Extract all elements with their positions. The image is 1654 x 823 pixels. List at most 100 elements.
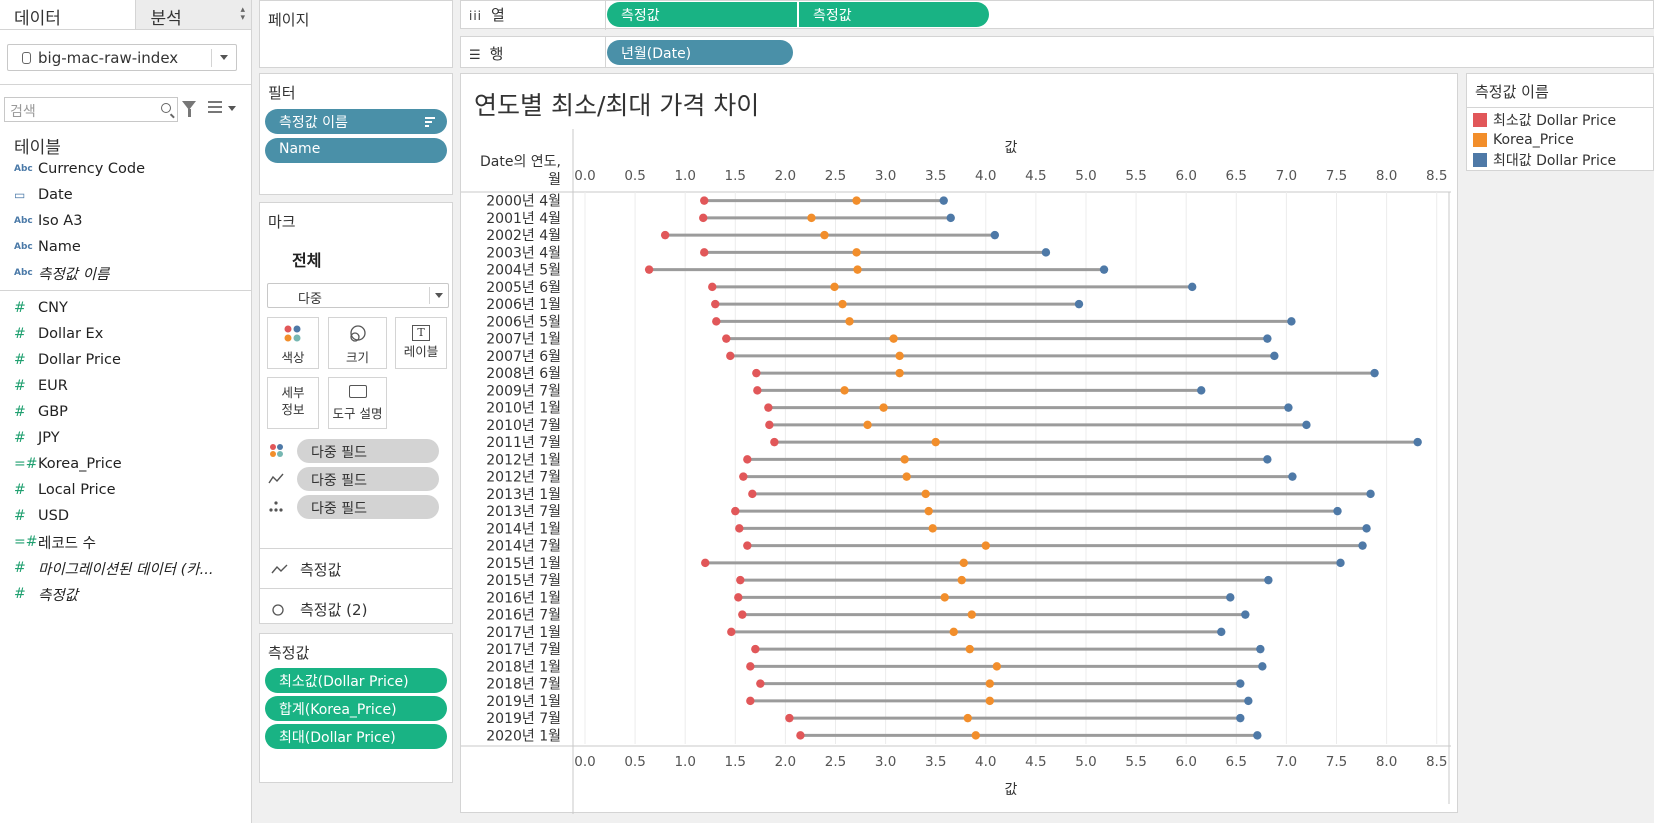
max-dollar-price-point <box>1258 662 1267 671</box>
x-tick-label-top: 6.0 <box>1175 168 1196 184</box>
measure-values-title: 측정값 <box>268 644 310 662</box>
korea-price-point <box>895 351 904 361</box>
rows-pill-date[interactable]: 년월(Date) <box>607 40 793 65</box>
x-tick-label-top: 4.5 <box>1025 168 1046 184</box>
field-측정값[interactable]: # 측정값 <box>14 581 250 607</box>
legend-item[interactable]: 최소값 Dollar Price <box>1467 110 1653 130</box>
min-dollar-price-point <box>644 265 654 274</box>
pages-card: 페이지 <box>259 0 453 68</box>
color-encoding: 다중 필드 <box>267 437 449 465</box>
tooltip-label: 도구 설명 <box>332 406 383 421</box>
detail-button[interactable]: 세부 정보 <box>267 377 319 429</box>
columns-label-text: 열 <box>491 6 505 24</box>
columns-pill-2[interactable]: 측정값 <box>799 2 989 27</box>
field-레코드-수[interactable]: =# 레코드 수 <box>14 529 250 555</box>
field-dollar-ex[interactable]: # Dollar Ex <box>14 321 250 347</box>
max-dollar-price-point <box>1197 386 1206 395</box>
x-tick-label-bottom: 6.0 <box>1175 754 1196 770</box>
filter-pill-measure-names[interactable]: 측정값 이름 <box>265 109 447 134</box>
korea-price-point <box>879 403 888 412</box>
chevron-down-icon[interactable] <box>220 55 228 60</box>
sub-mark-circle[interactable]: 측정값 (2) <box>270 599 367 620</box>
x-tick-label-top: 1.5 <box>725 168 746 184</box>
encoding-pill[interactable]: 다중 필드 <box>297 495 439 519</box>
mark-type-select[interactable]: 다중 <box>267 283 449 308</box>
min-dollar-price-point <box>660 230 670 240</box>
string-type-icon: Abc <box>14 216 33 226</box>
field-cny[interactable]: # CNY <box>14 295 250 321</box>
x-tick-label-top: 0.5 <box>624 168 645 184</box>
field-gbp[interactable]: # GBP <box>14 399 250 425</box>
tab-data[interactable]: 데이터 <box>14 9 61 29</box>
x-tick-label-bottom: 4.5 <box>1025 754 1046 770</box>
field-dollar-price[interactable]: # Dollar Price <box>14 347 250 373</box>
tab-analysis[interactable]: 분석 ▴ ▾ <box>135 0 251 29</box>
max-dollar-price-point <box>1284 403 1293 412</box>
field-date[interactable]: ▭ Date <box>14 182 250 208</box>
field-korea-price[interactable]: =# Korea_Price <box>14 451 250 477</box>
filter-pill-name[interactable]: Name <box>265 138 447 163</box>
calendar-icon: ▭ <box>14 188 26 202</box>
x-tick-label-top: 8.5 <box>1426 168 1447 184</box>
min-dollar-price-point <box>722 334 731 343</box>
rows-shelf[interactable]: ☰ 행 년월(Date) <box>460 36 1654 68</box>
field-name: CNY <box>38 300 68 316</box>
encoding-pill[interactable]: 다중 필드 <box>297 467 439 491</box>
measure-pill-max[interactable]: 최대(Dollar Price) <box>265 724 447 749</box>
x-tick-label-bottom: 2.0 <box>775 754 796 770</box>
number-type-icon: # <box>14 352 26 368</box>
chevron-down-icon[interactable] <box>228 106 236 111</box>
tooltip-button[interactable]: 도구 설명 <box>328 377 387 429</box>
view-list-icon[interactable] <box>208 101 222 113</box>
circle-mark-icon <box>272 603 284 616</box>
search-input[interactable]: 검색 <box>4 97 178 122</box>
color-icon <box>284 325 301 342</box>
field-iso-a3[interactable]: Abc Iso A3 <box>14 208 250 234</box>
filters-card[interactable]: 필터 측정값 이름 Name <box>259 73 453 195</box>
field-eur[interactable]: # EUR <box>14 373 250 399</box>
field-jpy[interactable]: # JPY <box>14 425 250 451</box>
filter-icon[interactable] <box>182 101 196 117</box>
field-name: 마이그레이션된 데이터 (카... <box>38 561 214 578</box>
columns-shelf[interactable]: iii 열 측정값 측정값 <box>460 0 1654 30</box>
x-tick-label-bottom: 7.5 <box>1326 754 1347 770</box>
korea-price-point <box>971 731 980 740</box>
field-마이그레이션된-데이터-카[interactable]: # 마이그레이션된 데이터 (카... <box>14 555 250 581</box>
x-tick-label-top: 2.0 <box>775 168 796 184</box>
measure-pill-min[interactable]: 최소값(Dollar Price) <box>265 668 447 693</box>
max-dollar-price-point <box>1264 575 1273 585</box>
encoding-pill[interactable]: 다중 필드 <box>297 439 439 463</box>
shelf-divider <box>605 37 606 68</box>
field-측정값-이름[interactable]: Abc 측정값 이름 <box>14 260 250 286</box>
pages-title: 페이지 <box>268 11 310 29</box>
row-header: Date의 연도, <box>480 154 561 170</box>
size-button[interactable]: 크기 <box>328 317 387 369</box>
korea-price-point <box>928 524 937 533</box>
marks-all-label[interactable]: 전체 <box>292 251 322 270</box>
columns-icon: iii <box>469 9 483 23</box>
color-button[interactable]: 색상 <box>267 317 319 369</box>
field-local-price[interactable]: # Local Price <box>14 477 250 503</box>
max-dollar-price-point <box>1099 265 1109 274</box>
min-dollar-price-point <box>743 541 752 550</box>
encodings: 다중 필드 다중 필드 다중 필드 <box>267 437 449 521</box>
x-tick-label-top: 3.0 <box>875 168 896 184</box>
legend-item[interactable]: Korea_Price <box>1467 130 1653 150</box>
max-dollar-price-point <box>1362 524 1371 533</box>
field-name: JPY <box>38 430 60 446</box>
korea-price-point <box>985 696 995 706</box>
measure-pill-korea[interactable]: 합계(Korea_Price) <box>265 696 447 721</box>
legend-item[interactable]: 최대값 Dollar Price <box>1467 150 1653 170</box>
field-usd[interactable]: # USD <box>14 503 250 529</box>
columns-pill-1[interactable]: 측정값 <box>607 2 797 27</box>
field-name[interactable]: Abc Name <box>14 234 250 260</box>
korea-price-point <box>900 455 909 464</box>
row-label: 2012년 1월 <box>486 452 561 468</box>
datasource-select[interactable]: big-mac-raw-index <box>7 44 237 71</box>
field-currency-code[interactable]: Abc Currency Code <box>14 156 250 182</box>
sub-mark-line[interactable]: 측정값 <box>270 559 341 580</box>
max-dollar-price-point <box>1370 368 1379 378</box>
x-tick-label-bottom: 8.5 <box>1426 754 1447 770</box>
label-button[interactable]: T 레이블 <box>395 317 447 369</box>
min-dollar-price-point <box>743 455 752 464</box>
